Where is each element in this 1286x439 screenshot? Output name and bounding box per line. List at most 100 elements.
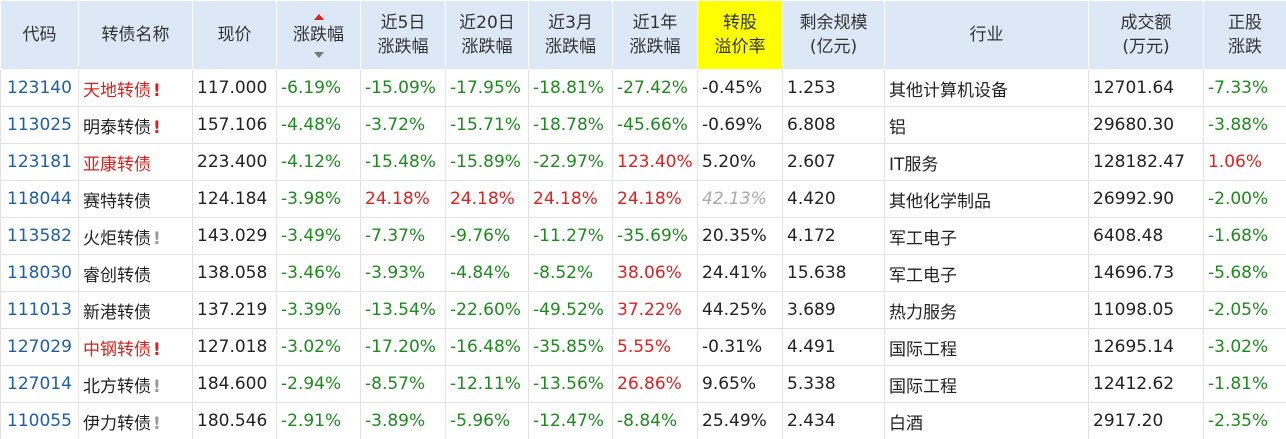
scale-cell: 3.689 [782, 291, 885, 329]
scale-cell: 4.491 [782, 328, 885, 366]
premium-cell: 42.13% [697, 180, 783, 218]
price-cell: 157.106 [192, 106, 277, 144]
code-cell[interactable]: 111013 [0, 291, 79, 329]
bond-name[interactable]: 北方转债 [83, 376, 151, 397]
table-row: 110055 伊力转债! 180.546 -2.91% -3.89% -5.96% -12.… [0, 402, 1286, 439]
chg1y-cell: 37.22% [612, 291, 698, 329]
bond-name[interactable]: 睿创转债 [83, 265, 151, 286]
code-cell[interactable]: 113582 [0, 217, 79, 255]
price-cell: 124.184 [192, 180, 277, 218]
code-cell[interactable]: 118030 [0, 254, 79, 292]
bond-name[interactable]: 新港转债 [83, 302, 151, 323]
sort-up-icon[interactable] [314, 14, 324, 20]
column-header[interactable]: 剩余规模 (亿元) [782, 0, 885, 70]
code-cell[interactable]: 127014 [0, 365, 79, 403]
industry-cell: 军工电子 [884, 217, 1089, 255]
turnover-cell: 11098.05 [1088, 291, 1204, 329]
price-cell: 138.058 [192, 254, 277, 292]
sort-down-icon[interactable] [314, 52, 324, 58]
bond-name-cell: 明泰转债! [78, 106, 193, 144]
scale-cell: 4.172 [782, 217, 885, 255]
header-text: 涨跌幅 [377, 37, 429, 57]
bond-name[interactable]: 火炬转债 [83, 228, 151, 249]
bond-name-cell: 亚康转债 [78, 143, 193, 181]
industry-cell: 国际工程 [884, 365, 1089, 403]
industry-cell: 其他化学制品 [884, 180, 1089, 218]
bond-name[interactable]: 天地转债 [83, 80, 151, 101]
chg-cell: -3.49% [276, 217, 361, 255]
column-header[interactable]: 代码 [0, 0, 79, 70]
code-cell[interactable]: 113025 [0, 106, 79, 144]
column-header[interactable]: 转债名称 [78, 0, 193, 70]
bond-name[interactable]: 伊力转债 [83, 413, 151, 434]
turnover-cell: 12412.62 [1088, 365, 1204, 403]
chg1y-cell: 38.06% [612, 254, 698, 292]
code-cell[interactable]: 110055 [0, 402, 79, 439]
chg20d-cell: -15.71% [445, 106, 529, 144]
column-header[interactable]: 行业 [884, 0, 1089, 70]
turnover-cell: 14696.73 [1088, 254, 1204, 292]
chg20d-cell: 24.18% [445, 180, 529, 218]
stock-chg-cell: -2.05% [1203, 291, 1286, 329]
bond-name[interactable]: 赛特转债 [83, 191, 151, 212]
bond-name-cell: 北方转债! [78, 365, 193, 403]
scale-cell: 2.434 [782, 402, 885, 439]
chg5d-cell: -3.93% [360, 254, 446, 292]
chg3m-cell: -13.56% [528, 365, 613, 403]
bond-name[interactable]: 亚康转债 [83, 154, 151, 175]
column-header[interactable]: 近20日 涨跌幅 [445, 0, 529, 70]
bond-name-cell: 火炬转债! [78, 217, 193, 255]
chg20d-cell: -22.60% [445, 291, 529, 329]
scale-cell: 4.420 [782, 180, 885, 218]
column-header[interactable]: 近1年 涨跌幅 [612, 0, 698, 70]
code-cell[interactable]: 123181 [0, 143, 79, 181]
chg-cell: -3.98% [276, 180, 361, 218]
table-row: 123181 亚康转债 223.400 -4.12% -15.48% -15.89% -22… [0, 143, 1286, 181]
column-header[interactable]: 现价 [192, 0, 277, 70]
bond-name-cell: 天地转债! [78, 69, 193, 107]
scale-cell: 6.808 [782, 106, 885, 144]
code-cell[interactable]: 123140 [0, 69, 79, 107]
bond-name[interactable]: 中钢转债 [83, 339, 151, 360]
code-cell[interactable]: 118044 [0, 180, 79, 218]
chg20d-cell: -4.84% [445, 254, 529, 292]
bond-name[interactable]: 明泰转债 [83, 117, 151, 138]
header-text: 成交额 [1120, 13, 1172, 33]
chg5d-cell: -3.89% [360, 402, 446, 439]
column-header[interactable]: 近5日 涨跌幅 [360, 0, 446, 70]
turnover-cell: 6408.48 [1088, 217, 1204, 255]
premium-cell: 20.35% [697, 217, 783, 255]
chg1y-cell: 26.86% [612, 365, 698, 403]
chg-cell: -2.94% [276, 365, 361, 403]
column-header[interactable]: 转股 溢价率 [697, 0, 783, 70]
column-header[interactable]: 正股 涨跌 [1203, 0, 1286, 70]
stock-chg-cell: -3.02% [1203, 328, 1286, 366]
chg3m-cell: -22.97% [528, 143, 613, 181]
price-cell: 127.018 [192, 328, 277, 366]
chg5d-cell: -7.37% [360, 217, 446, 255]
price-cell: 223.400 [192, 143, 277, 181]
stock-chg-cell: 1.06% [1203, 143, 1286, 181]
chg3m-cell: -11.27% [528, 217, 613, 255]
stock-chg-cell: -5.68% [1203, 254, 1286, 292]
price-cell: 143.029 [192, 217, 277, 255]
header-text: 转股 [723, 13, 757, 33]
chg-cell: -4.12% [276, 143, 361, 181]
header-text: 涨跌幅 [461, 37, 513, 57]
chg3m-cell: -49.52% [528, 291, 613, 329]
bond-name-cell: 新港转债 [78, 291, 193, 329]
column-header[interactable]: 近3月 涨跌幅 [528, 0, 613, 70]
premium-cell: -0.31% [697, 328, 783, 366]
chg20d-cell: -9.76% [445, 217, 529, 255]
premium-cell: 9.65% [697, 365, 783, 403]
column-header[interactable]: 涨跌幅 [276, 0, 361, 70]
chg3m-cell: -12.47% [528, 402, 613, 439]
table-row: 118044 赛特转债 124.184 -3.98% 24.18% 24.18% 24.18… [0, 180, 1286, 218]
chg1y-cell: 24.18% [612, 180, 698, 218]
industry-cell: IT服务 [884, 143, 1089, 181]
industry-cell: 热力服务 [884, 291, 1089, 329]
column-header[interactable]: 成交额 (万元) [1088, 0, 1204, 70]
code-cell[interactable]: 127029 [0, 328, 79, 366]
price-cell: 117.000 [192, 69, 277, 107]
